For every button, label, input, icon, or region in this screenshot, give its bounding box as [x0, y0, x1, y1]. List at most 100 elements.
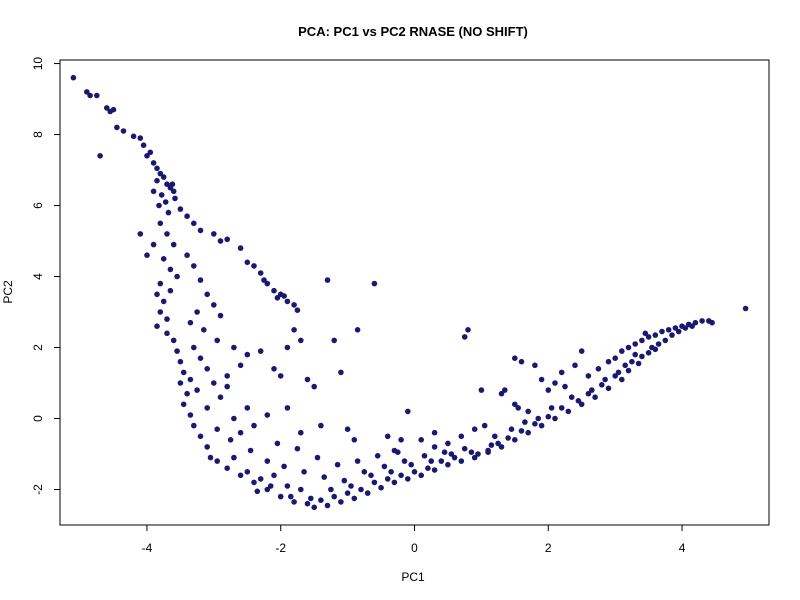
data-point	[699, 318, 705, 324]
data-point	[177, 358, 184, 365]
data-point	[227, 437, 234, 443]
data-point	[177, 206, 184, 212]
data-point	[224, 465, 230, 472]
data-point	[194, 309, 200, 315]
data-point	[562, 383, 568, 390]
data-point	[318, 497, 324, 504]
data-point	[619, 376, 625, 383]
data-point	[284, 344, 291, 351]
data-point	[140, 142, 147, 148]
data-point	[137, 135, 144, 141]
data-point	[488, 442, 495, 448]
data-point	[552, 380, 558, 386]
data-point	[578, 401, 585, 408]
data-point	[475, 451, 481, 457]
data-point	[485, 449, 491, 456]
data-point	[675, 328, 682, 335]
data-point	[635, 360, 642, 367]
data-point	[191, 422, 197, 429]
x-axis-label: PC1	[401, 570, 425, 584]
data-point	[204, 291, 210, 298]
data-point	[324, 277, 331, 283]
data-point	[662, 337, 669, 344]
data-point	[144, 252, 150, 258]
data-point	[498, 444, 505, 450]
data-point	[217, 238, 224, 244]
data-point	[264, 280, 271, 287]
data-point	[284, 483, 291, 489]
data-point	[70, 74, 77, 81]
data-point	[162, 199, 169, 205]
data-point	[137, 231, 144, 237]
data-point	[321, 474, 328, 480]
data-point	[599, 382, 605, 388]
data-point	[411, 469, 418, 475]
data-point	[495, 440, 501, 447]
data-point	[408, 461, 415, 468]
data-point	[274, 440, 281, 447]
data-point	[191, 220, 197, 227]
data-point	[291, 327, 297, 333]
data-point	[291, 302, 297, 308]
data-point	[244, 405, 251, 411]
data-point	[191, 344, 197, 351]
data-point	[518, 358, 525, 365]
data-point	[518, 428, 525, 434]
y-axis-label: PC2	[1, 280, 15, 304]
data-point	[298, 486, 304, 493]
data-point	[622, 362, 628, 369]
data-point	[652, 332, 659, 338]
data-point	[277, 373, 284, 379]
data-point	[201, 327, 207, 333]
data-point	[231, 454, 237, 461]
data-point	[271, 287, 277, 294]
data-point	[431, 467, 438, 473]
data-point	[709, 319, 715, 326]
data-point	[612, 355, 618, 362]
data-point	[334, 461, 341, 468]
data-point	[254, 488, 261, 495]
data-point	[288, 493, 294, 500]
data-points	[70, 74, 749, 511]
data-point	[545, 387, 552, 393]
data-point	[659, 328, 665, 335]
data-point	[150, 160, 157, 166]
data-point	[150, 241, 157, 248]
data-point	[164, 181, 170, 187]
data-point	[378, 484, 384, 491]
data-point	[154, 323, 160, 330]
data-point	[164, 231, 170, 237]
data-point	[692, 319, 699, 326]
data-point	[157, 170, 164, 177]
data-point	[154, 165, 160, 172]
data-point	[578, 348, 585, 354]
data-point	[398, 472, 404, 479]
data-point	[441, 449, 448, 456]
data-point	[291, 499, 297, 505]
data-point	[428, 458, 435, 464]
data-point	[468, 449, 475, 456]
data-point	[314, 454, 321, 461]
data-point	[625, 344, 632, 351]
data-point	[284, 405, 291, 411]
data-point	[445, 461, 451, 468]
data-point	[271, 366, 277, 372]
data-point	[535, 415, 541, 422]
data-point	[395, 449, 401, 456]
x-tick-label: 4	[679, 541, 686, 555]
data-point	[294, 445, 301, 452]
data-point	[458, 433, 465, 440]
data-point	[197, 227, 204, 234]
data-point	[267, 483, 274, 489]
data-point	[545, 413, 552, 420]
data-point	[602, 376, 608, 383]
data-point	[354, 327, 361, 333]
y-axis: -2 0 2 4 6 8 10	[31, 57, 60, 495]
data-point	[331, 337, 338, 344]
data-point	[167, 287, 174, 294]
data-point	[167, 266, 174, 273]
data-point	[384, 433, 391, 440]
data-point	[164, 316, 170, 322]
data-point	[368, 472, 374, 479]
data-point	[451, 454, 458, 461]
